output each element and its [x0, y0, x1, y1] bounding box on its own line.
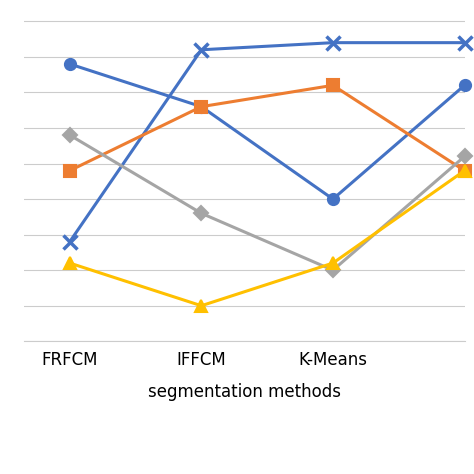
X-axis label: segmentation methods: segmentation methods — [147, 383, 341, 401]
